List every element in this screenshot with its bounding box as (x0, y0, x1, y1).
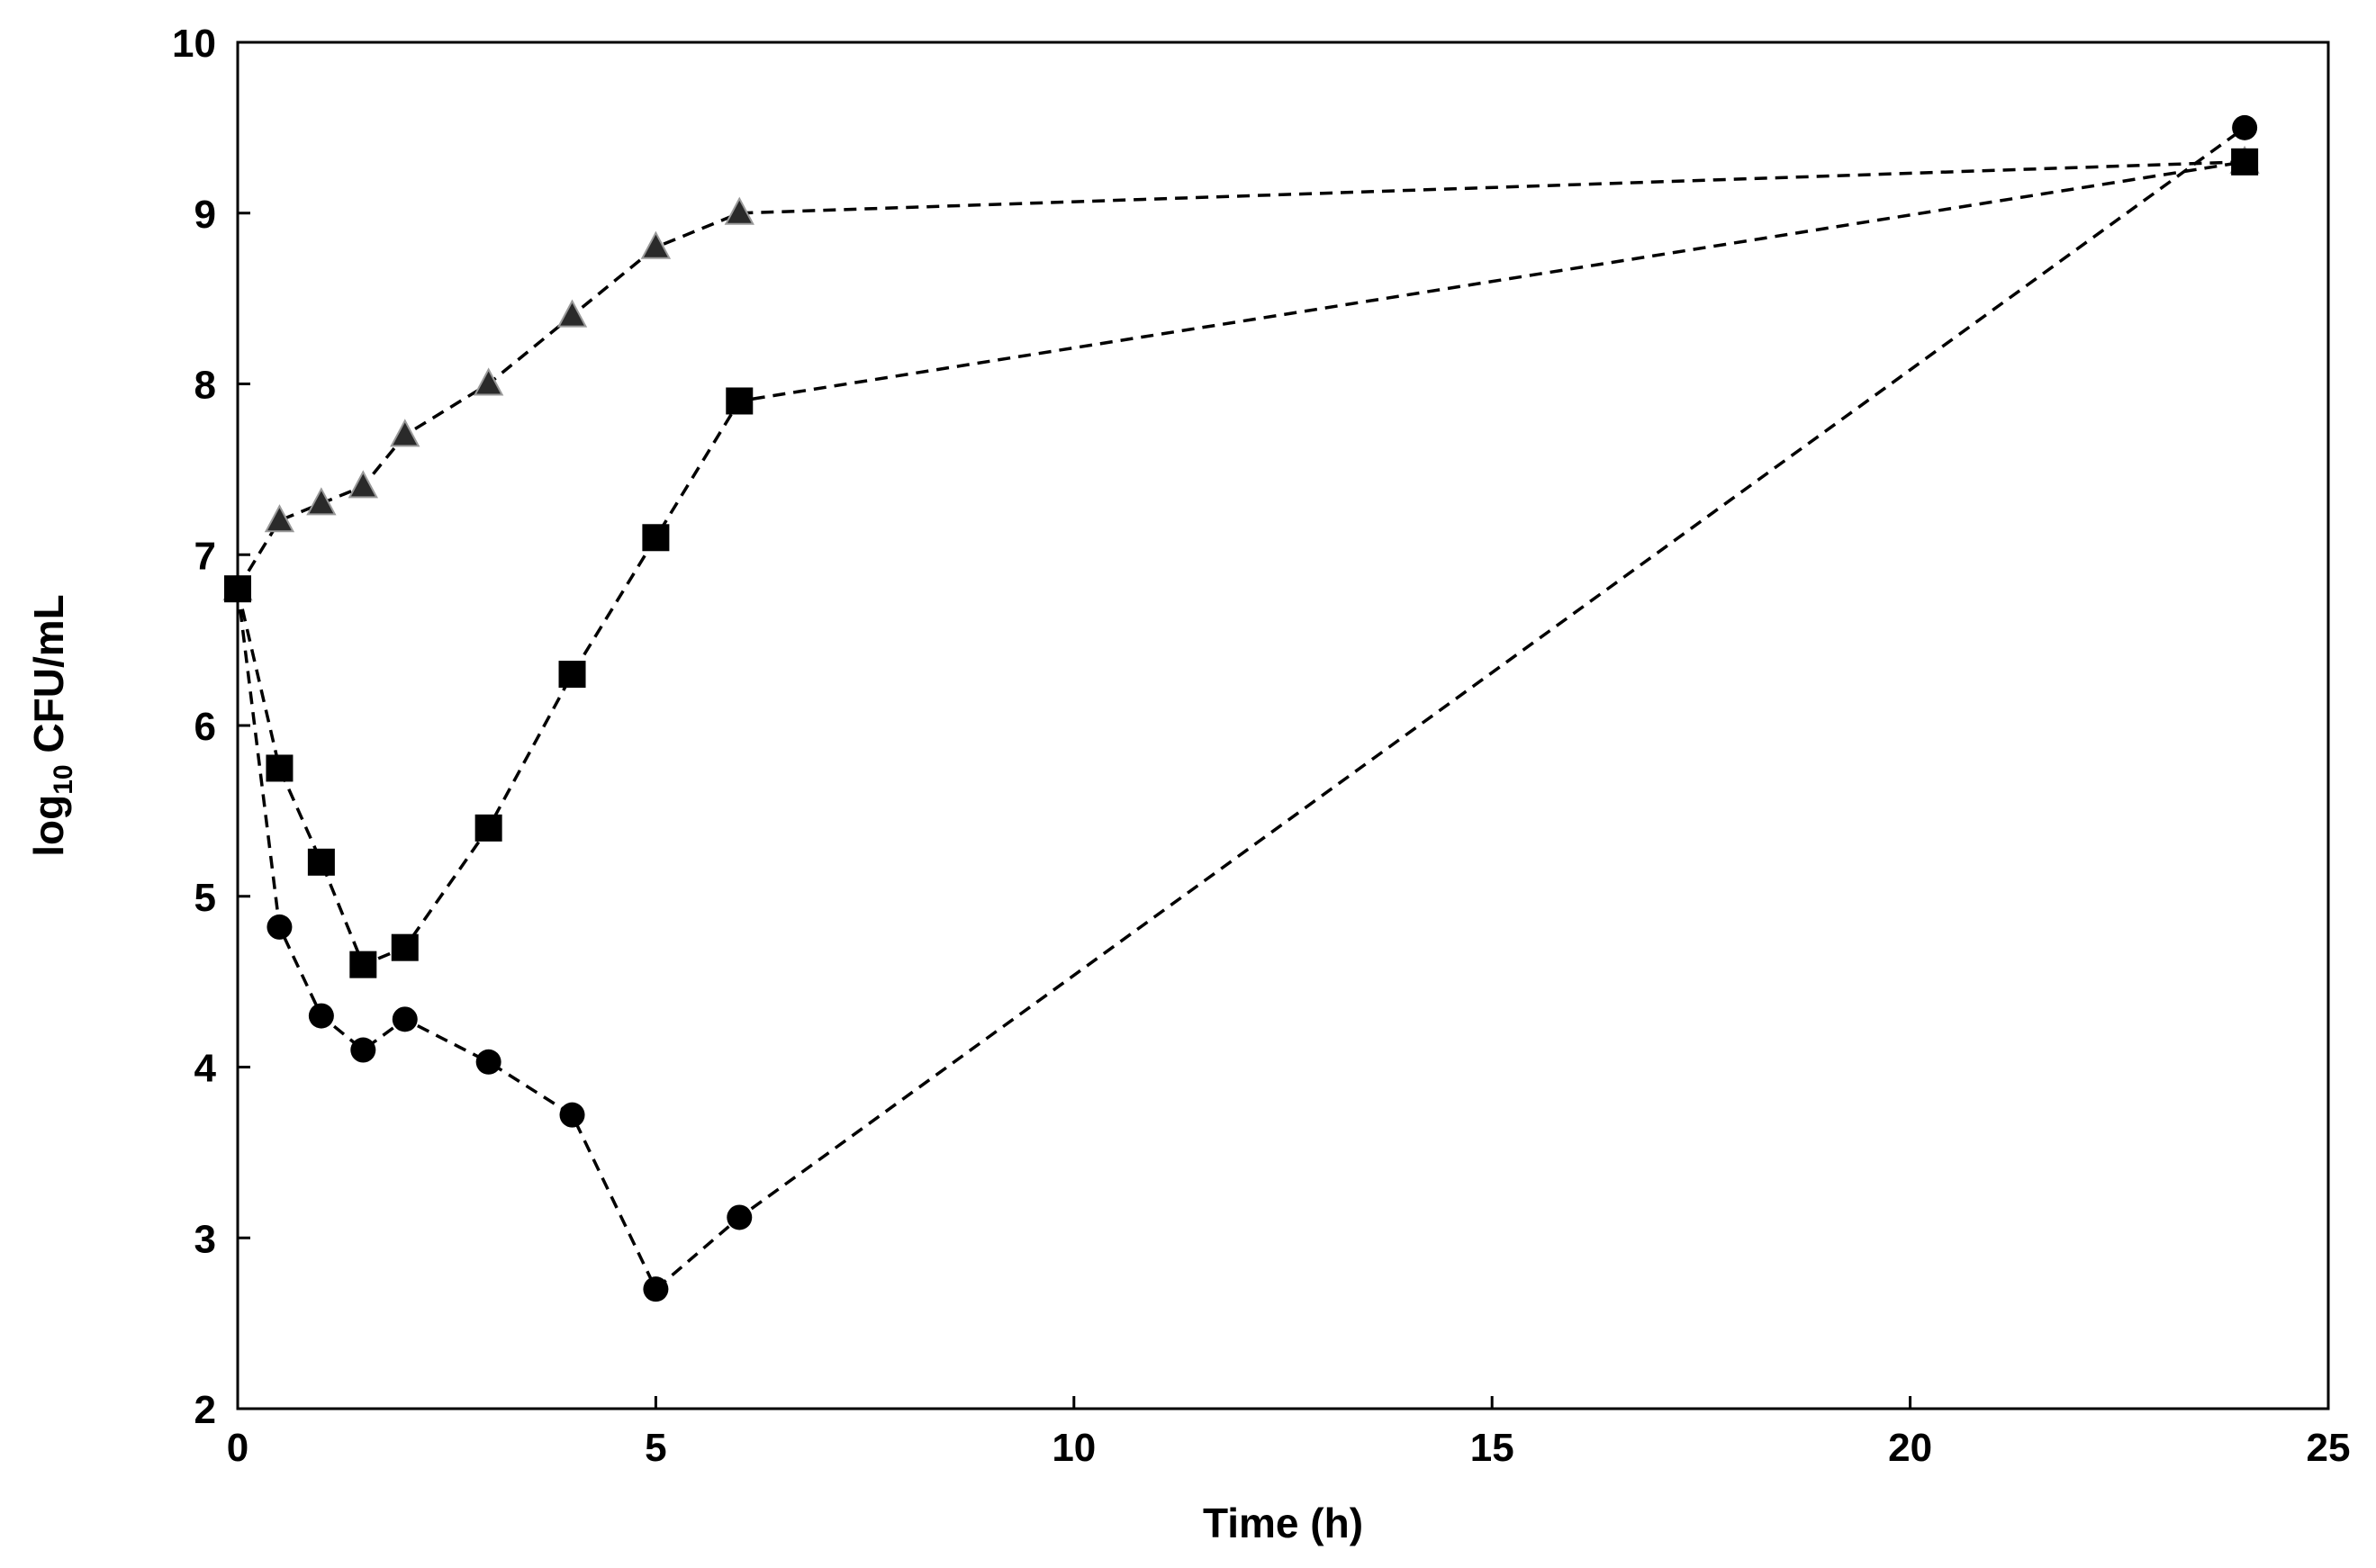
data-point-triangle (390, 419, 420, 447)
x-tick-label: 5 (645, 1426, 666, 1470)
y-tick-label: 3 (194, 1217, 216, 1261)
data-point-square (726, 387, 754, 415)
data-point-square (474, 814, 502, 842)
y-tick-label: 6 (194, 705, 216, 749)
y-tick-label: 7 (194, 534, 216, 578)
data-point-circle (475, 1049, 501, 1075)
series-layer (222, 114, 2260, 1302)
data-point-circle (643, 1276, 669, 1302)
series-line (236, 160, 2245, 590)
x-tick-label: 10 (1052, 1426, 1096, 1470)
x-tick-label: 20 (1888, 1426, 1932, 1470)
data-point-circle (559, 1102, 585, 1128)
y-tick-label: 4 (194, 1047, 217, 1091)
series-circle-series (225, 114, 2258, 1302)
data-point-circle (308, 1003, 334, 1029)
y-tick-label: 8 (194, 364, 216, 408)
x-axis-title: Time (h) (1203, 1500, 1363, 1546)
data-point-circle (2232, 114, 2258, 140)
x-tick-label: 0 (227, 1426, 248, 1470)
data-point-triangle (556, 299, 588, 328)
series-line (236, 160, 2245, 967)
series-triangle-series (222, 145, 2260, 601)
x-tick-label: 25 (2307, 1426, 2351, 1470)
data-point-triangle (724, 196, 754, 225)
y-tick-label: 9 (194, 193, 216, 237)
data-point-circle (267, 914, 293, 940)
x-tick-label: 15 (1470, 1426, 1514, 1470)
data-point-circle (727, 1204, 753, 1230)
y-axis-title-subscript: 10 (49, 764, 78, 794)
data-point-square (391, 933, 419, 961)
data-point-triangle (473, 367, 504, 396)
data-point-triangle (348, 470, 378, 499)
axis-ticks: 0 5 10 15 20 25 2 3 4 5 6 7 8 9 10 (172, 22, 2350, 1470)
data-point-square (558, 661, 586, 689)
data-point-circle (350, 1037, 376, 1063)
data-point-square (307, 848, 335, 876)
plot-area-frame (236, 41, 2330, 1410)
data-point-triangle (264, 504, 295, 533)
data-point-triangle (640, 230, 672, 259)
y-axis-title: log10 CFU/mL (25, 594, 78, 856)
data-point-triangle (306, 487, 337, 516)
y-axis-title-suffix: CFU/mL (25, 594, 72, 764)
series-square-series (224, 148, 2259, 978)
y-tick-label: 5 (194, 876, 216, 920)
y-tick-label: 10 (172, 22, 216, 66)
data-point-circle (392, 1006, 418, 1032)
series-line (236, 126, 2246, 1293)
data-point-square (349, 951, 377, 978)
y-tick-label: 2 (194, 1388, 216, 1432)
data-point-square (642, 524, 670, 552)
y-axis-title-prefix: log (25, 795, 72, 857)
data-point-square (2231, 148, 2259, 176)
data-point-square (266, 754, 294, 782)
